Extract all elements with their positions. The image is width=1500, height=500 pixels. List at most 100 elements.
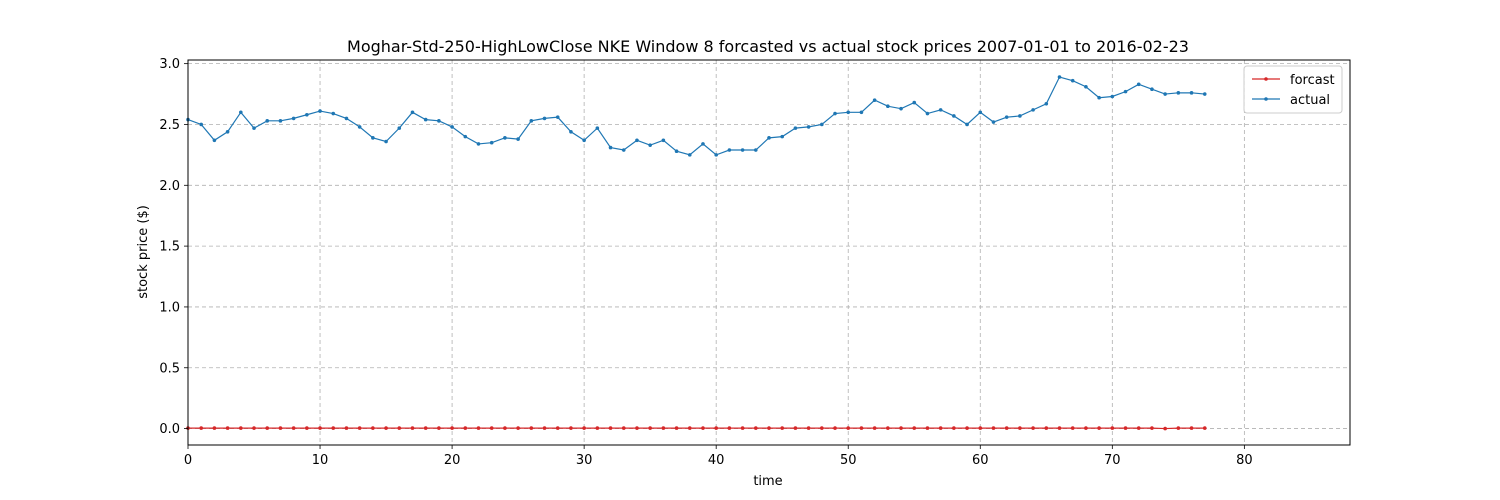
x-tick-label: 0 <box>184 453 192 468</box>
data-point-actual <box>793 126 798 130</box>
data-point-actual <box>991 120 996 124</box>
data-point-actual <box>687 153 692 157</box>
data-point-actual <box>476 142 481 146</box>
data-point-forcast <box>727 426 732 430</box>
data-point-forcast <box>767 426 771 430</box>
data-point-forcast <box>291 426 296 430</box>
data-point-forcast <box>555 426 560 430</box>
data-point-actual <box>886 104 890 109</box>
data-point-forcast <box>648 426 652 430</box>
data-point-actual <box>371 136 375 140</box>
y-tick-label: 1.0 <box>159 300 180 315</box>
data-point-forcast <box>1176 426 1181 430</box>
data-point-actual <box>384 139 388 144</box>
data-point-forcast <box>635 426 639 430</box>
data-point-forcast <box>793 426 798 430</box>
data-point-actual <box>978 110 983 115</box>
legend-forcast-marker <box>1264 77 1268 81</box>
x-axis-label: time <box>753 474 782 489</box>
legend-actual-label: actual <box>1290 93 1330 108</box>
data-point-actual <box>1136 82 1141 87</box>
data-point-actual <box>740 148 745 152</box>
data-point-actual <box>859 110 864 115</box>
data-point-forcast <box>357 426 362 430</box>
data-point-forcast <box>344 426 349 430</box>
x-tick-label: 40 <box>708 453 725 468</box>
data-point-actual <box>291 116 296 121</box>
data-point-forcast <box>252 426 256 430</box>
x-tick-label: 20 <box>444 453 461 468</box>
data-point-actual <box>635 138 639 143</box>
data-point-forcast <box>674 426 679 430</box>
data-point-forcast <box>463 426 468 430</box>
y-tick-label: 2.5 <box>159 118 180 133</box>
data-point-forcast <box>450 426 454 430</box>
data-point-forcast <box>423 426 428 430</box>
data-point-forcast <box>608 426 613 430</box>
data-point-actual <box>397 126 402 130</box>
data-point-forcast <box>582 426 586 430</box>
data-point-actual <box>318 109 322 113</box>
data-point-actual <box>1123 89 1128 94</box>
data-point-actual <box>516 137 520 141</box>
data-point-forcast <box>318 426 322 430</box>
data-point-forcast <box>1044 426 1049 430</box>
data-point-actual <box>503 136 507 140</box>
y-axis-label: stock price ($) <box>136 205 151 299</box>
data-point-actual <box>305 112 309 117</box>
data-point-forcast <box>1163 426 1167 431</box>
data-point-forcast <box>212 426 217 430</box>
data-point-forcast <box>753 426 758 430</box>
data-point-actual <box>1202 92 1207 96</box>
data-point-forcast <box>1110 426 1115 430</box>
data-point-actual <box>569 129 573 134</box>
data-point-forcast <box>872 426 877 430</box>
legend-forcast-label: forcast <box>1290 73 1335 88</box>
data-point-actual <box>701 142 705 146</box>
data-point-forcast <box>1097 426 1101 430</box>
data-point-actual <box>608 145 613 150</box>
data-point-actual <box>912 100 917 105</box>
y-tick-label: 0.0 <box>159 422 180 437</box>
data-point-actual <box>555 115 560 119</box>
data-point-forcast <box>859 426 864 430</box>
data-point-actual <box>727 148 732 152</box>
plot-frame <box>187 59 1351 446</box>
data-point-actual <box>648 143 652 147</box>
data-point-actual <box>410 110 415 115</box>
data-point-forcast <box>569 426 573 430</box>
x-tick-label: 60 <box>972 453 989 468</box>
data-point-forcast <box>1202 426 1207 430</box>
x-tick-label: 70 <box>1104 453 1121 468</box>
x-tick-label: 30 <box>576 453 593 468</box>
data-point-forcast <box>820 426 824 430</box>
data-point-actual <box>1084 84 1088 89</box>
data-point-forcast <box>952 426 956 430</box>
data-point-actual <box>780 134 785 139</box>
data-point-forcast <box>701 426 705 430</box>
data-point-actual <box>331 111 336 116</box>
legend: forcast actual <box>1243 65 1343 114</box>
data-point-actual <box>674 149 679 154</box>
data-point-forcast <box>846 426 851 430</box>
data-point-actual <box>820 122 824 127</box>
data-point-actual <box>423 117 428 122</box>
data-point-actual <box>463 134 468 139</box>
data-point-forcast <box>621 426 626 430</box>
data-point-actual <box>1163 92 1167 96</box>
plot-series <box>186 75 1207 431</box>
data-point-forcast <box>687 426 692 430</box>
data-point-forcast <box>899 426 903 430</box>
data-point-actual <box>199 122 204 127</box>
data-point-actual <box>1189 91 1194 95</box>
legend-box <box>1243 65 1343 114</box>
data-point-actual <box>753 148 758 152</box>
data-point-actual <box>1070 78 1075 83</box>
data-point-actual <box>225 129 230 134</box>
data-point-forcast <box>489 426 494 430</box>
data-point-actual <box>714 153 718 157</box>
data-point-actual <box>1097 95 1101 100</box>
data-point-actual <box>1044 101 1049 106</box>
data-point-forcast <box>1070 426 1075 430</box>
